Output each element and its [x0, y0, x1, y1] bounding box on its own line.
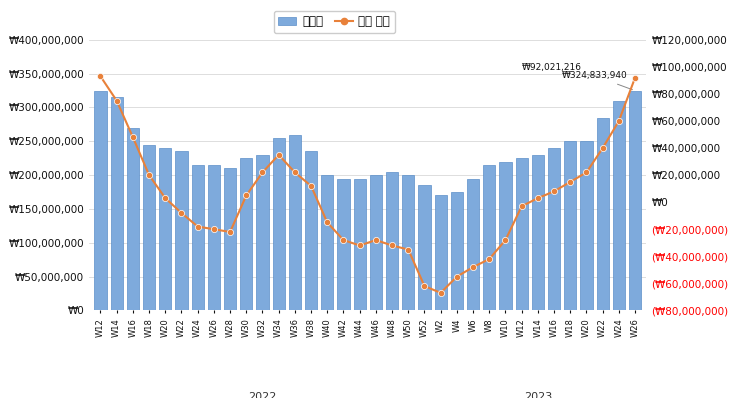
Bar [273, 138, 285, 310]
Bar [580, 141, 593, 310]
Bar [143, 145, 155, 310]
Bar [435, 195, 447, 310]
Bar [613, 101, 625, 310]
Bar [127, 128, 139, 310]
Bar [321, 175, 334, 310]
Bar [467, 178, 479, 310]
Bar [240, 158, 253, 310]
Text: 2023: 2023 [524, 392, 552, 398]
Text: ₩92,021,216: ₩92,021,216 [522, 62, 600, 77]
Bar [289, 135, 301, 310]
Bar [402, 175, 415, 310]
Bar [532, 155, 544, 310]
Text: ₩324,833,940: ₩324,833,940 [562, 72, 632, 90]
Bar [451, 192, 463, 310]
Bar [629, 91, 641, 310]
Bar [499, 162, 511, 310]
Bar [94, 91, 106, 310]
Bar [159, 148, 172, 310]
Bar [354, 178, 366, 310]
Bar [386, 172, 398, 310]
Bar [516, 158, 528, 310]
Bar [418, 185, 430, 310]
Bar [370, 175, 382, 310]
Bar [192, 165, 204, 310]
Bar [111, 98, 123, 310]
Bar [483, 165, 496, 310]
Bar [597, 118, 609, 310]
Bar [175, 152, 187, 310]
Bar [256, 155, 268, 310]
Bar [224, 168, 236, 310]
Legend: 평가액, 누적 수익: 평가액, 누적 수익 [273, 10, 395, 33]
Bar [548, 148, 560, 310]
Bar [305, 152, 317, 310]
Bar [337, 178, 349, 310]
Bar [564, 141, 577, 310]
Bar [208, 165, 220, 310]
Text: 2022: 2022 [248, 392, 276, 398]
